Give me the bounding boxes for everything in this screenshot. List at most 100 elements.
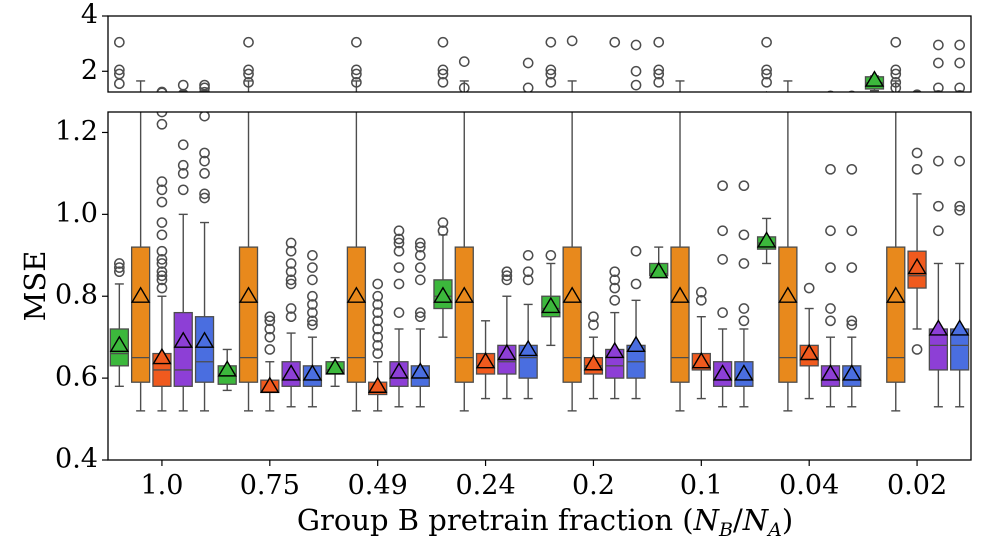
top-g0-s1-box (132, 101, 150, 110)
main-g0-s4-flier-4 (199, 147, 210, 159)
top-g7-s1-mean-marker (887, 96, 904, 110)
main-g2-s4-flier-6 (414, 237, 426, 249)
top-g4-s3-flier-2 (610, 99, 619, 108)
top-g6-s4-box (843, 109, 861, 110)
top-g1-s3-box (282, 109, 300, 111)
main-g2-s3-flier-6 (393, 225, 405, 237)
top-g3-s0-flier-4 (437, 64, 449, 76)
top-g0-s2-flier-5 (157, 97, 166, 106)
main-g7-s4-flier-1 (954, 200, 966, 212)
main-g0-s3-flier-0 (177, 184, 189, 196)
top-g7-s3-flier-5 (933, 39, 944, 51)
top-g6-s0-flier-0 (761, 76, 772, 88)
main-g2-s2-flier-4 (372, 315, 384, 327)
top-g2-s4-box (411, 109, 429, 110)
top-g2-s2-mean-marker (369, 102, 386, 116)
top-g7-s4-flier-1 (955, 94, 964, 103)
main-g3-s1-mean-marker (454, 286, 474, 303)
main-g2-s4-flier-2 (414, 274, 426, 286)
main-g1-s3-flier-1 (285, 303, 297, 314)
main-g5-s2-mean-marker (691, 351, 712, 369)
main-g0-s2-flier-0 (156, 282, 168, 294)
top-g4-s0-flier-3 (545, 64, 557, 76)
main-g3-s4-flier-2 (522, 249, 534, 261)
top-g0-s0-flier-1 (115, 98, 124, 107)
top-g6-s4-flier-3 (847, 95, 856, 104)
top-g7-s4-flier-5 (954, 39, 966, 51)
top-g2-s4-flier-2 (416, 99, 425, 108)
main-g1-s3-flier-0 (285, 311, 297, 323)
top-g1-s3-flier-4 (287, 98, 296, 107)
top-g1-s4-box (303, 109, 321, 110)
top-g4-s3-flier-4 (609, 36, 621, 48)
top-g7-s4-mean-marker (951, 98, 968, 112)
main-g3-s0-mean-marker (433, 286, 453, 303)
top-g0-s3-flier-4 (177, 79, 189, 91)
top-g6-s4-flier-2 (847, 98, 856, 107)
main-g3-s1-flier-0 (460, 46, 469, 55)
main-g7-s1-mean-marker (886, 286, 906, 303)
top-g3-s0-flier-5 (437, 36, 449, 48)
main-g6-s3-flier-1 (825, 303, 836, 314)
top-g4-s4-flier-2 (630, 79, 642, 91)
x-axis-label-numer: N (693, 503, 721, 537)
top-g0-s0-flier-6 (113, 36, 125, 48)
top-g1-s4-mean-marker (304, 101, 321, 115)
main-g0-s2-flier-10 (156, 184, 168, 196)
top-g2-s4-flier-5 (416, 97, 425, 106)
top-g2-s3-flier-3 (394, 97, 403, 106)
main-g0-s3-flier-1 (177, 168, 189, 179)
top-g7-s2-flier-2 (912, 89, 922, 92)
top-g5-s4-flier-0 (739, 101, 748, 110)
top-g2-s2-flier-4 (373, 101, 382, 110)
x-axis-label-numer-sub: B (718, 519, 733, 541)
main-g1-s4-flier-7 (307, 249, 318, 261)
main-g0-s0-flier-2 (113, 258, 125, 269)
main-g1-s4-flier-1 (307, 315, 318, 327)
main-g3-s4-flier-3 (524, 46, 533, 55)
top-g4-s2-flier-1 (589, 101, 598, 110)
main-g6-s4-flier-0 (846, 319, 858, 331)
top-g2-s2-flier-7 (373, 100, 382, 109)
main-g0-s3-flier-3 (177, 139, 189, 151)
top-g1-s2-mean-marker (261, 102, 278, 116)
main-g2-s4-flier-3 (414, 262, 426, 273)
top-g2-s3-flier-6 (394, 95, 403, 104)
main-g1-s2-flier-1 (264, 331, 276, 343)
top-g2-s2-flier-5 (373, 101, 382, 110)
top-g5-s1-mean-marker (672, 96, 689, 110)
top-g2-s3-flier-1 (394, 99, 403, 108)
top-g0-s4-flier-1 (200, 93, 209, 102)
main-g6-s4-flier-1 (846, 315, 858, 327)
main-g1-s4-flier-4 (307, 290, 318, 302)
top-g6-s4-mean-marker (843, 101, 860, 115)
top-g5-s4-flier-1 (739, 101, 748, 110)
main-g2-s3-flier-5 (393, 233, 405, 245)
main-g0-s2-flier-3 (156, 266, 168, 278)
main-g0-s2-flier-11 (156, 176, 168, 187)
main-g2-s2-flier-0 (372, 348, 384, 359)
main-g0-s0-flier-1 (113, 262, 125, 273)
main-g6-s4-mean-marker (842, 364, 862, 381)
top-g5-s4-box (735, 109, 753, 111)
y-axis-label: MSE (18, 251, 52, 322)
main-g2-s1-mean-marker (346, 286, 367, 303)
top-g1-s4-flier-5 (308, 99, 317, 108)
top-g7-s2-box (908, 101, 926, 103)
main-g6-s2-flier-0 (803, 282, 815, 294)
main-g2-s2-mean-marker (367, 376, 388, 393)
top-g0-s2-flier-4 (157, 98, 166, 107)
top-g4-s3-flier-3 (610, 98, 619, 107)
top-g2-s3-flier-5 (394, 96, 403, 105)
top-g3-s0-flier-0 (438, 95, 447, 104)
main-g2-s0-mean-marker (325, 358, 345, 375)
top-g3-s4-flier-0 (524, 99, 533, 108)
top-g5-s0-flier-2 (653, 64, 665, 76)
top-g0-s2-box (153, 108, 171, 110)
main-g7-s2-mean-marker (907, 257, 927, 275)
top-g2-s2-flier-2 (373, 103, 382, 112)
top-g4-s0-flier-0 (546, 97, 555, 106)
main-g1-s3-flier-4 (285, 266, 297, 278)
top-g2-s4-flier-1 (416, 101, 425, 110)
